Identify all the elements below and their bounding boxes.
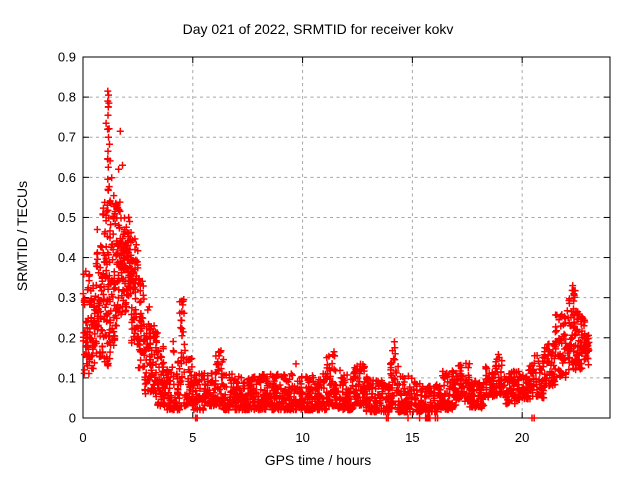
plot-border bbox=[82, 56, 611, 419]
y-tick-label: 0.3 bbox=[58, 290, 76, 305]
x-tick-label: 5 bbox=[189, 430, 196, 445]
x-tick-label: 0 bbox=[79, 430, 86, 445]
y-tick-label: 0.6 bbox=[58, 170, 76, 185]
y-axis-label: SRMTID / TECUs bbox=[14, 180, 30, 292]
y-tick-label: 0.8 bbox=[58, 90, 76, 105]
y-tick-label: 0.9 bbox=[58, 50, 76, 65]
y-tick-label: 0.4 bbox=[58, 250, 76, 265]
y-tick-label: 0.1 bbox=[58, 370, 76, 385]
x-tick-label: 15 bbox=[405, 430, 419, 445]
data-points-srmtid bbox=[79, 87, 593, 422]
x-tick-label: 20 bbox=[515, 430, 529, 445]
y-tick-label: 0 bbox=[69, 411, 76, 426]
y-tick-label: 0.7 bbox=[58, 130, 76, 145]
y-tick-label: 0.2 bbox=[58, 330, 76, 345]
x-tick-label: 10 bbox=[295, 430, 309, 445]
chart-title: Day 021 of 2022, SRMTID for receiver kok… bbox=[182, 21, 454, 37]
x-axis-label: GPS time / hours bbox=[264, 452, 372, 468]
y-tick-label: 0.5 bbox=[58, 210, 76, 225]
